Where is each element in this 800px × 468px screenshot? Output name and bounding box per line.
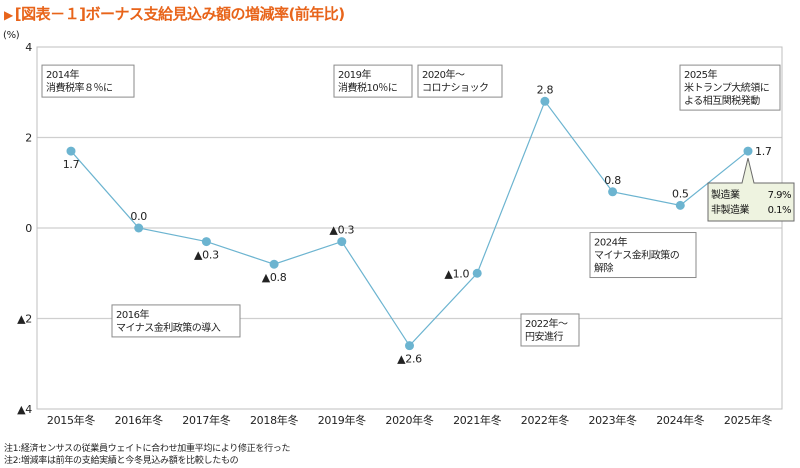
x-axis-ticks: 2015年冬 2016年冬 2017年冬 2018年冬 2019年冬 2020年冬 2021…	[47, 413, 773, 427]
x-tick-label: 2019年冬	[318, 413, 366, 427]
data-label: 0.8	[604, 174, 621, 187]
data-point	[405, 341, 414, 351]
annotation-text: 消費税率８％に	[46, 81, 113, 94]
x-tick-label: 2025年冬	[724, 413, 772, 427]
annotation-border	[333, 64, 413, 98]
callout-value: 7.9%	[768, 190, 791, 201]
x-tick-label: 2015年冬	[47, 413, 95, 427]
x-tick-label: 2020年冬	[385, 413, 433, 427]
annotation-text: 2016年	[116, 308, 149, 321]
footnotes: 注1:経済センサスの従業員ウェイトに合わせ加重平均により修正を行った 注2:増減…	[4, 443, 291, 467]
data-label: 0.5	[672, 187, 689, 200]
annotation-text: マイナス金利政策の導入	[116, 321, 221, 334]
annotation-border	[111, 304, 241, 338]
annotation-text: コロナショック	[422, 82, 489, 94]
annotation-text: 2014年	[46, 68, 79, 81]
callout-box	[707, 157, 795, 222]
plot-frame	[36, 46, 783, 410]
annotation-border	[679, 64, 781, 111]
annotation-text: マイナス金利政策の	[594, 249, 680, 262]
annotation-text: 2022年～	[525, 317, 568, 330]
annotation-text: よる相互関税発動	[684, 94, 760, 107]
annotation-border	[520, 313, 580, 347]
data-point	[134, 223, 144, 233]
y-tick-label: 0	[25, 222, 32, 235]
data-label: ▲0.3	[329, 224, 354, 237]
y-axis-unit: (%)	[3, 30, 20, 41]
data-point	[201, 237, 211, 247]
data-point	[608, 187, 618, 197]
annotation-border	[589, 232, 697, 279]
data-label: ▲2.6	[397, 353, 422, 366]
annotation-text: 2024年	[594, 236, 627, 249]
y-tick-label: ▲4	[17, 403, 32, 416]
data-point	[269, 259, 279, 269]
line-chart: (%) 4 2 0 ▲2 ▲4 2015年冬 2016年冬 2017年冬 2018年冬 2019年…	[3, 30, 795, 427]
data-label: 2.8	[537, 83, 554, 96]
callout-label: 製造業	[711, 188, 740, 201]
data-label: 0.0	[130, 210, 147, 223]
x-tick-label: 2021年冬	[453, 413, 501, 427]
chart-title-text: [図表－１]ボーナス支給見込み額の増減率(前年比)	[14, 5, 345, 23]
data-label: 1.7	[755, 145, 772, 158]
plot-area-border	[36, 46, 783, 410]
y-axis-ticks: (%) 4 2 0 ▲2 ▲4	[3, 30, 33, 416]
data-point	[540, 96, 550, 106]
data-label: ▲1.0	[444, 267, 469, 280]
annotation-text: 2020年～	[422, 68, 465, 81]
data-label: ▲0.3	[194, 249, 219, 262]
annotation-border	[41, 64, 135, 98]
annotation-box: 2022年～円安進行	[520, 313, 580, 347]
data-label: ▲0.8	[262, 271, 287, 284]
x-tick-label: 2016年冬	[115, 413, 163, 427]
x-tick-label: 2024年冬	[656, 413, 704, 427]
callout-value: 0.1%	[768, 205, 791, 216]
x-tick-label: 2018年冬	[250, 413, 298, 427]
data-point	[675, 200, 685, 210]
data-point	[66, 146, 76, 156]
footnote-1: 注1:経済センサスの従業員ウェイトに合わせ加重平均により修正を行った	[4, 444, 291, 454]
x-tick-label: 2023年冬	[588, 413, 636, 427]
annotation-text: 2025年	[684, 68, 717, 81]
data-label: 1.7	[63, 158, 80, 171]
data-point	[337, 237, 347, 247]
data-labels: 1.7 0.0 ▲0.3 ▲0.8 ▲0.3 ▲2.6 ▲1.0 2.8 0.8 0.5 1.7	[63, 83, 772, 365]
data-point	[743, 146, 753, 156]
y-tick-label: 4	[25, 41, 32, 54]
annotation-text: 円安進行	[525, 330, 563, 343]
title-marker-icon: ▶	[4, 8, 13, 22]
sector-callout: 製造業 7.9% 非製造業 0.1%	[707, 157, 795, 222]
x-tick-label: 2017年冬	[182, 413, 230, 427]
data-point	[472, 268, 482, 278]
annotation-box: 2020年～コロナショック	[417, 64, 503, 98]
annotation-text: 消費税10％に	[338, 81, 397, 94]
y-tick-label: 2	[25, 132, 32, 145]
data-points	[66, 96, 753, 351]
gridlines	[37, 136, 782, 320]
annotation-text: 解除	[594, 262, 614, 275]
annotation-text: 米トランプ大統領に	[684, 81, 769, 94]
y-tick-label: ▲2	[17, 313, 32, 326]
annotation-border	[417, 64, 503, 98]
x-tick-label: 2022年冬	[521, 413, 569, 427]
annotation-text: 2019年	[338, 68, 371, 81]
footnote-2: 注2:増減率は前年の支給実績と今冬見込み額を比較したもの	[4, 456, 239, 466]
chart-title: ▶ [図表－１]ボーナス支給見込み額の増減率(前年比)	[4, 3, 345, 24]
callout-label: 非製造業	[711, 203, 749, 216]
